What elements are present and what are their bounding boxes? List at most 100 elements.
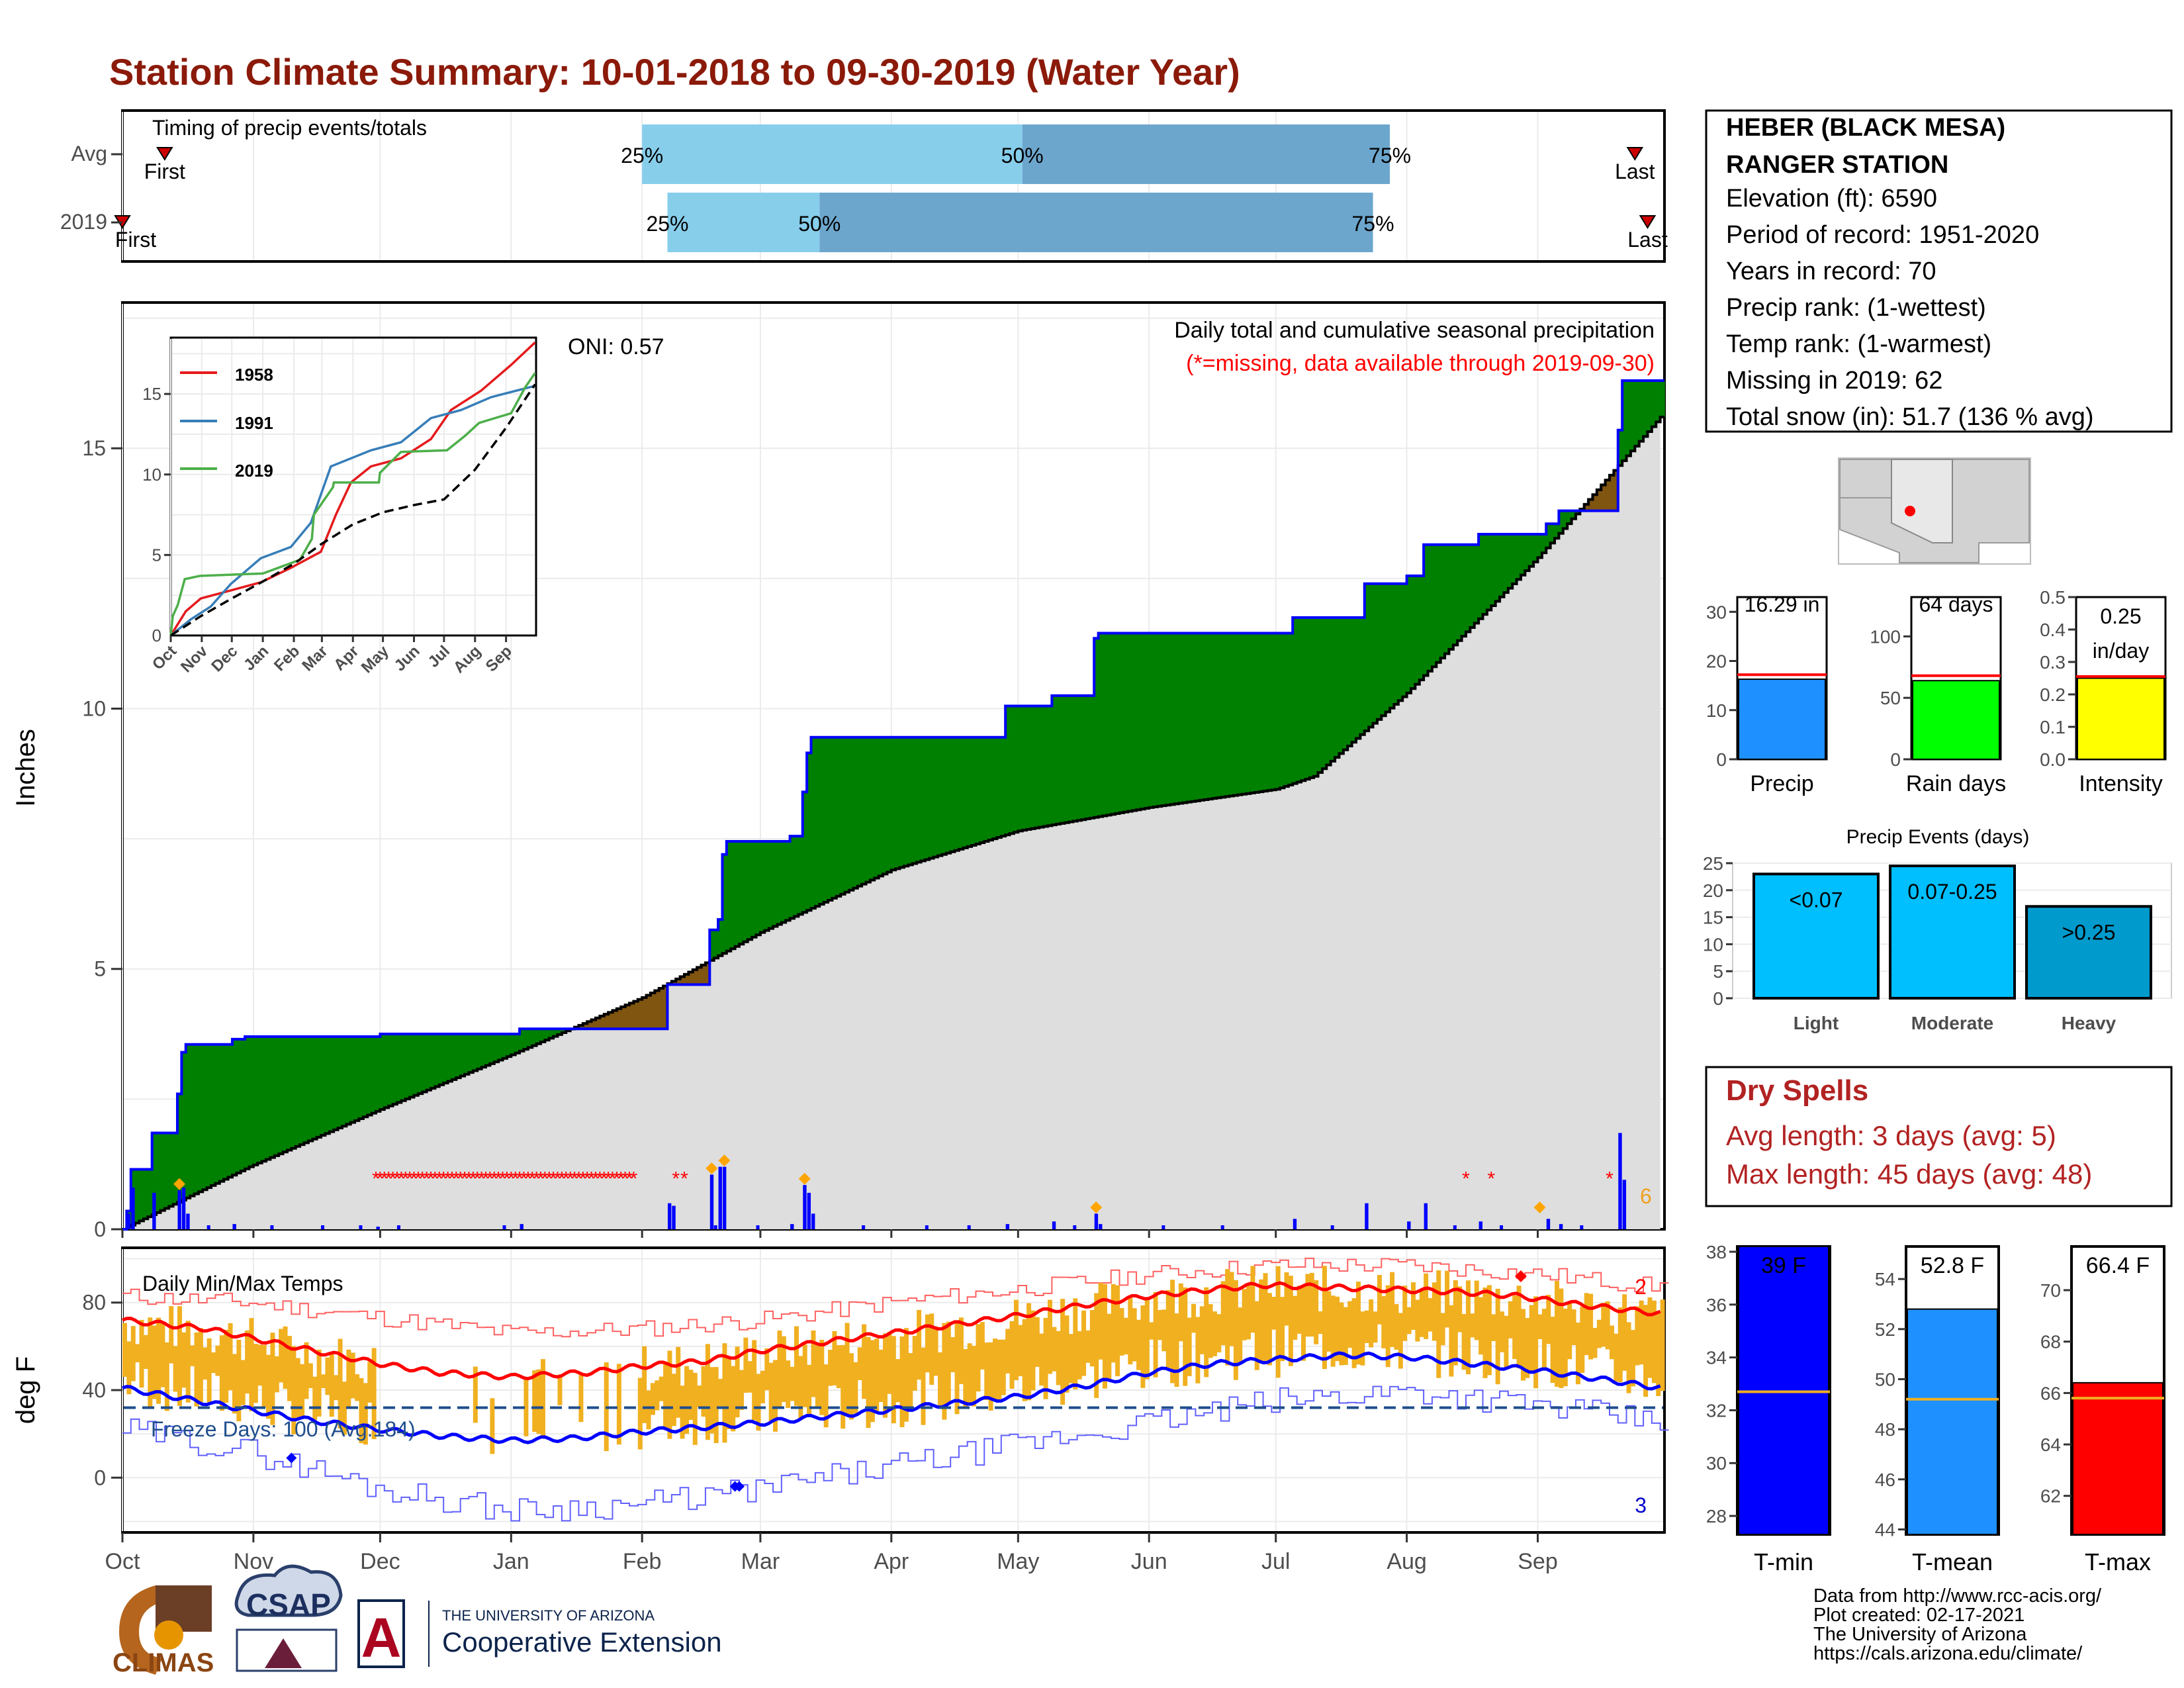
- season-bar-tick-label: 50: [1880, 688, 1901, 708]
- surplus-strip: [1335, 617, 1340, 758]
- daily-temp-range-bar: [1043, 1317, 1048, 1399]
- daily-temp-range-bar: [1212, 1311, 1217, 1356]
- daily-temp-range-bar: [895, 1359, 901, 1403]
- daily-temp-range-bar: [194, 1332, 199, 1407]
- dry-spells-frame: [1705, 1066, 2173, 1207]
- surplus-strip: [1161, 633, 1167, 806]
- missing-day-marker: *: [490, 1168, 498, 1190]
- surplus-strip: [1123, 633, 1129, 812]
- surplus-strip: [1009, 706, 1015, 834]
- station-missing: Missing in 2019: 62: [1726, 367, 1942, 395]
- daily-temp-range-bar: [1622, 1294, 1627, 1371]
- surplus-strip: [811, 737, 816, 909]
- temp-bar-tick-label: 48: [1875, 1419, 1895, 1440]
- daily-precip-bar: [1094, 1213, 1099, 1229]
- surplus-strip: [1026, 706, 1032, 830]
- daily-temp-range-bar: [1512, 1295, 1518, 1360]
- daily-temp-range-bar: [473, 1366, 478, 1423]
- surplus-strip: [929, 737, 934, 859]
- daily-temp-range-bar: [1102, 1284, 1107, 1389]
- surplus-strip: [1030, 706, 1036, 829]
- surplus-strip: [819, 737, 825, 905]
- daily-temp-range-bar: [925, 1314, 930, 1373]
- season-bar-tick-label: 0.2: [2040, 684, 2066, 705]
- daily-temp-range-bar: [768, 1362, 774, 1423]
- month-tick-label: Jan: [493, 1549, 529, 1574]
- daily-temp-range-bar: [1449, 1305, 1454, 1377]
- temp-bar-tick-label: 46: [1875, 1470, 1895, 1490]
- daily-temp-range-bar: [1541, 1309, 1547, 1368]
- surplus-strip: [270, 1036, 275, 1158]
- daily-temp-range-bar: [1555, 1280, 1560, 1387]
- surplus-strip: [1064, 695, 1069, 823]
- month-tick-label: Oct: [105, 1549, 140, 1574]
- daily-precip-bar: [181, 1188, 186, 1229]
- daily-temp-range-bar: [828, 1350, 833, 1386]
- surplus-strip: [1318, 617, 1323, 773]
- daily-temp-range-bar: [1617, 1307, 1623, 1383]
- season-totals-bars: 16.29 in 0 10 20 30 Precip 64 days 0 50 100 Rain d…: [1706, 587, 2167, 796]
- surplus-strip: [950, 737, 956, 852]
- surplus-strip: [1242, 633, 1247, 794]
- daily-precip-bar: [1559, 1224, 1563, 1229]
- missing-day-marker: *: [439, 1168, 447, 1190]
- inset-y-tick-label: 0: [152, 626, 161, 645]
- surplus-strip: [1094, 638, 1099, 818]
- surplus-strip: [279, 1036, 284, 1154]
- daily-temp-range-bar: [1546, 1295, 1551, 1344]
- surplus-strip: [1428, 544, 1433, 671]
- surplus-strip: [1301, 617, 1306, 781]
- surplus-strip: [1394, 583, 1399, 705]
- surplus-strip: [515, 1034, 520, 1053]
- surplus-strip: [1170, 633, 1175, 805]
- deficit-strip: [671, 981, 677, 985]
- daily-temp-range-bar: [1567, 1301, 1572, 1360]
- timing-last-marker: [1639, 215, 1657, 229]
- missing-day-marker: *: [613, 1168, 621, 1190]
- surplus-strip: [899, 737, 905, 868]
- surplus-strip: [139, 1169, 144, 1221]
- daily-temp-range-bar: [148, 1317, 153, 1407]
- daily-temp-range-bar: [1520, 1309, 1525, 1381]
- daily-temp-range-bar: [903, 1328, 909, 1422]
- daily-temp-range-bar: [1026, 1303, 1032, 1401]
- daily-temp-range-bar: [697, 1385, 702, 1407]
- daily-temp-range-bar: [270, 1333, 275, 1425]
- daily-temp-range-bar: [713, 1367, 719, 1444]
- surplus-strip: [545, 1029, 550, 1041]
- daily-temp-range-bar: [790, 1366, 795, 1401]
- surplus-strip: [405, 1034, 410, 1100]
- surplus-strip: [832, 737, 837, 898]
- surplus-strip: [334, 1036, 339, 1130]
- daily-temp-range-bar: [811, 1330, 816, 1397]
- temp-bar-tick-label: 68: [2040, 1332, 2061, 1352]
- daily-temp-range-bar: [1005, 1329, 1011, 1374]
- surplus-strip: [848, 737, 854, 890]
- surplus-strip: [874, 737, 880, 878]
- daily-precip-bar: [709, 1174, 714, 1229]
- missing-day-marker: *: [672, 1168, 680, 1190]
- record-low-marker: [286, 1452, 297, 1464]
- daily-temp-range-bar: [295, 1358, 300, 1418]
- daily-temp-range-bar: [1111, 1284, 1116, 1363]
- surplus-strip: [439, 1034, 444, 1085]
- inset-series-2019: [169, 372, 536, 636]
- surplus-strip: [1436, 544, 1441, 663]
- season-bar-label: Intensity: [2079, 771, 2163, 796]
- missing-day-marker: *: [465, 1168, 473, 1190]
- daily-temp-range-bar: [139, 1319, 144, 1388]
- daily-temp-range-bar: [1064, 1315, 1069, 1393]
- daily-temp-range-bar: [1330, 1295, 1336, 1367]
- daily-temp-range-bar: [1128, 1297, 1133, 1365]
- surplus-strip: [203, 1044, 208, 1190]
- surplus-strip: [1267, 633, 1273, 791]
- station-precip-rank: Precip rank: (1-wettest): [1726, 294, 1986, 322]
- missing-day-marker: *: [625, 1168, 633, 1190]
- surplus-strip: [1220, 633, 1226, 798]
- daily-temp-range-bar: [1588, 1293, 1594, 1360]
- surplus-strip: [1254, 633, 1259, 792]
- deficit-strip: [701, 964, 706, 985]
- daily-temp-range-bar: [164, 1342, 169, 1411]
- precip-subtitle: (*=missing, data available through 2019-…: [1186, 351, 1655, 376]
- trace-precip-bar: [967, 1225, 971, 1229]
